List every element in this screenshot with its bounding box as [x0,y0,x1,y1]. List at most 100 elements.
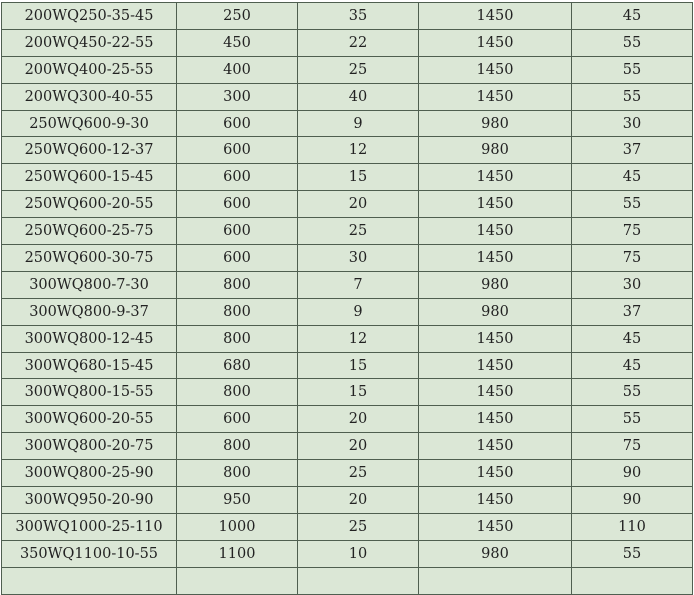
power-cell: 90 [571,486,693,514]
head-cell: 25 [297,512,419,541]
flow-cell: 300 [176,82,298,111]
model-cell: 300WQ600-20-55 [1,405,177,434]
flow-cell: 800 [176,459,298,488]
model-cell: 250WQ600-15-45 [1,163,177,192]
head-cell: 22 [297,28,419,57]
power-cell: 55 [571,190,693,219]
table-row: 300WQ800-15-55 800 15 1450 55 [1,378,693,407]
speed-cell: 1450 [418,486,572,514]
table-row: 200WQ450-22-55 450 22 1450 55 [1,28,693,57]
model-cell: 250WQ600-30-75 [1,244,177,272]
model-cell: 300WQ800-7-30 [1,270,177,299]
speed-cell: 1450 [418,244,572,272]
speed-cell: 1450 [418,351,572,380]
power-cell: 75 [571,217,693,246]
head-cell: 15 [297,378,419,407]
speed-cell: 1450 [418,163,572,192]
head-cell: 35 [297,2,419,30]
power-cell: 37 [571,297,693,326]
model-cell: 300WQ800-20-75 [1,432,177,461]
table-row: 300WQ800-20-75 800 20 1450 75 [1,432,693,461]
head-cell: 25 [297,55,419,84]
flow-cell: 600 [176,217,298,246]
power-cell: 55 [571,82,693,111]
flow-cell: 250 [176,2,298,30]
head-cell: 10 [297,539,419,568]
power-cell: 75 [571,432,693,461]
model-cell: 250WQ600-20-55 [1,190,177,219]
head-cell: 30 [297,244,419,272]
table-row: 250WQ600-30-75 600 30 1450 75 [1,244,693,272]
model-cell: 300WQ800-25-90 [1,459,177,488]
head-cell: 25 [297,217,419,246]
table-row: 250WQ600-25-75 600 25 1450 75 [1,217,693,246]
table-row: 250WQ600-20-55 600 20 1450 55 [1,190,693,219]
head-cell: 20 [297,405,419,434]
power-cell: 75 [571,244,693,272]
model-cell: 200WQ250-35-45 [1,2,177,30]
speed-cell: 1450 [418,190,572,219]
model-cell: 200WQ300-40-55 [1,82,177,111]
flow-cell: 600 [176,405,298,434]
flow-cell: 450 [176,28,298,57]
flow-cell: 400 [176,55,298,84]
speed-cell: 1450 [418,28,572,57]
head-cell: 12 [297,136,419,165]
flow-cell: 600 [176,244,298,272]
model-cell: 200WQ450-22-55 [1,28,177,57]
model-cell: 300WQ680-15-45 [1,351,177,380]
power-cell: 55 [571,55,693,84]
power-cell: 45 [571,2,693,30]
flow-cell: 800 [176,324,298,353]
flow-cell: 800 [176,432,298,461]
head-cell: 20 [297,432,419,461]
table-row: 300WQ680-15-45 680 15 1450 45 [1,351,693,380]
head-cell: 9 [297,109,419,138]
table-row: 250WQ600-15-45 600 15 1450 45 [1,163,693,192]
model-cell: 250WQ600-25-75 [1,217,177,246]
model-cell: 300WQ950-20-90 [1,486,177,514]
flow-cell: 680 [176,351,298,380]
power-cell: 110 [571,512,693,541]
model-cell: 250WQ600-12-37 [1,136,177,165]
speed-cell: 1450 [418,432,572,461]
power-cell: 45 [571,163,693,192]
flow-cell: 950 [176,486,298,514]
flow-cell: 800 [176,270,298,299]
speed-cell: 1450 [418,324,572,353]
power-cell: 55 [571,28,693,57]
speed-cell: 980 [418,109,572,138]
power-cell: 55 [571,539,693,568]
power-cell: 45 [571,351,693,380]
power-cell: 55 [571,405,693,434]
speed-cell: 1450 [418,2,572,30]
flow-cell: 600 [176,109,298,138]
table-row: 300WQ800-25-90 800 25 1450 90 [1,459,693,488]
flow-cell: 1000 [176,512,298,541]
power-cell: 30 [571,109,693,138]
table-row: 300WQ1000-25-110 1000 25 1450 110 [1,512,693,541]
head-cell: 20 [297,190,419,219]
power-cell: 90 [571,459,693,488]
table-row: 300WQ600-20-55 600 20 1450 55 [1,405,693,434]
speed-cell: 980 [418,539,572,568]
table-row: 300WQ950-20-90 950 20 1450 90 [1,486,693,514]
model-cell: 250WQ600-9-30 [1,109,177,138]
flow-cell: 800 [176,297,298,326]
model-cell: 200WQ400-25-55 [1,55,177,84]
table-row: 200WQ300-40-55 300 40 1450 55 [1,82,693,111]
head-cell: 15 [297,351,419,380]
speed-cell: 1450 [418,405,572,434]
table-row: 250WQ600-12-37 600 12 980 37 [1,136,693,165]
table-row: 300WQ800-12-45 800 12 1450 45 [1,324,693,353]
power-cell: 45 [571,324,693,353]
model-cell: 300WQ800-12-45 [1,324,177,353]
table-row: 350WQ1100-10-55 1100 10 980 55 [1,539,693,568]
table-row: 200WQ250-35-45 250 35 1450 45 [1,2,693,30]
speed-cell: 1450 [418,459,572,488]
speed-cell: 980 [418,136,572,165]
head-cell: 20 [297,486,419,514]
speed-cell: 1450 [418,82,572,111]
flow-cell: 800 [176,378,298,407]
head-cell: 25 [297,459,419,488]
